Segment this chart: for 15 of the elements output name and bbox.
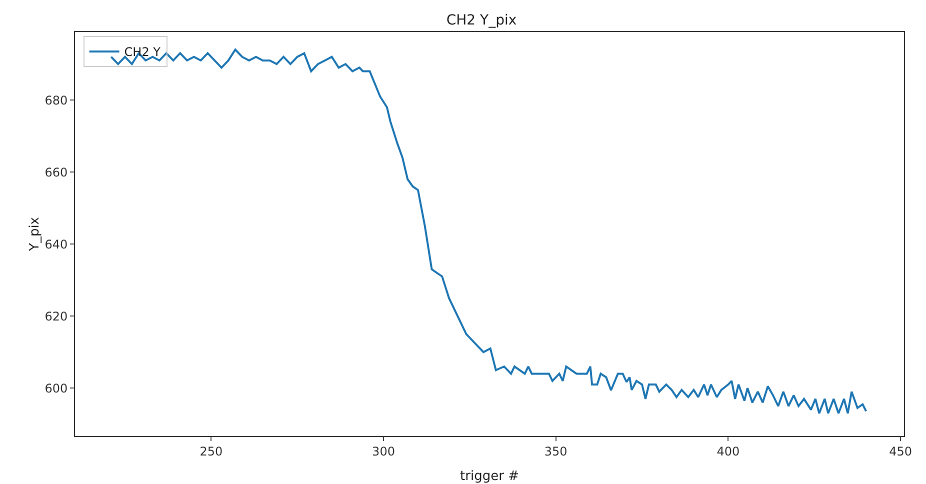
legend-label: CH2 Y: [124, 45, 162, 60]
x-tick-label: 350: [544, 444, 568, 458]
y-tick-label: 620: [44, 309, 68, 324]
y-tick-label: 640: [44, 237, 68, 252]
x-tick-label: 400: [716, 444, 740, 458]
x-tick-label: 300: [372, 444, 395, 458]
y-tick-label: 600: [44, 381, 68, 396]
y-axis-title: Y_pix: [28, 216, 43, 252]
x-tick-label: 250: [200, 444, 223, 458]
line-series: [110, 48, 868, 414]
chart-title: CH2 Y_pix: [446, 12, 517, 28]
y-tick-label: 680: [44, 93, 68, 108]
x-tick-label: 450: [889, 444, 912, 458]
x-axis-title: trigger #: [460, 469, 519, 484]
y-tick-label: 660: [44, 165, 68, 180]
